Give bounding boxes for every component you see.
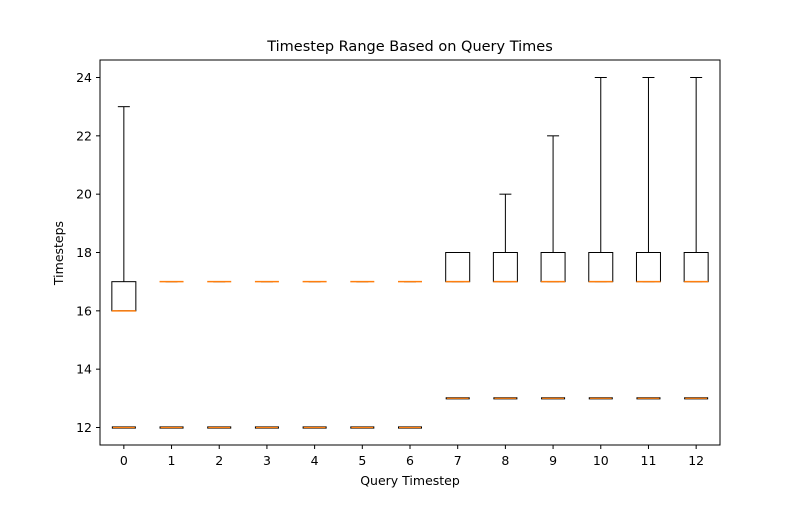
x-tick-label: 10 xyxy=(593,453,609,468)
x-tick-label: 5 xyxy=(358,453,366,468)
x-tick-label: 4 xyxy=(311,453,319,468)
y-tick-label: 22 xyxy=(76,128,92,143)
box-plot-11 xyxy=(635,77,661,400)
y-tick-label: 14 xyxy=(76,362,92,377)
y-tick-label: 12 xyxy=(76,420,92,435)
box-plot-0 xyxy=(111,106,137,429)
axes-frame xyxy=(99,59,721,446)
box-plot-10 xyxy=(588,77,614,400)
box-plot-9 xyxy=(540,135,566,400)
y-tick-label: 24 xyxy=(76,70,92,85)
box-plot-7 xyxy=(445,252,471,400)
box-plot-12 xyxy=(683,77,709,400)
x-tick-label: 2 xyxy=(215,453,223,468)
y-tick-label: 20 xyxy=(76,187,92,202)
plot-area xyxy=(111,77,709,429)
x-tick-label: 1 xyxy=(168,453,176,468)
x-tick-label: 3 xyxy=(263,453,271,468)
x-axis-ticks: 0 1 2 3 4 5 6 7 8 9 10 11 12 xyxy=(120,445,704,468)
box-plot-3 xyxy=(254,280,279,429)
y-axis-label: Timesteps xyxy=(51,221,66,286)
x-tick-label: 12 xyxy=(688,453,704,468)
x-tick-label: 7 xyxy=(454,453,462,468)
box-plot-1 xyxy=(159,280,184,429)
x-axis-label: Query Timestep xyxy=(360,473,460,488)
chart-title: Timestep Range Based on Query Times xyxy=(266,39,553,55)
box-plot-2 xyxy=(207,280,232,429)
box-plot-6 xyxy=(398,280,422,429)
x-tick-label: 8 xyxy=(501,453,509,468)
box-plot-8 xyxy=(492,193,518,400)
y-axis-ticks: 12 14 16 18 20 22 24 xyxy=(76,70,100,435)
y-tick-label: 18 xyxy=(76,245,92,260)
x-tick-label: 9 xyxy=(549,453,557,468)
y-tick-label: 16 xyxy=(76,303,92,318)
box-plot-5 xyxy=(350,280,375,429)
box-plot-4 xyxy=(302,280,327,429)
x-tick-label: 6 xyxy=(406,453,414,468)
x-tick-label: 11 xyxy=(641,453,657,468)
x-tick-label: 0 xyxy=(120,453,128,468)
